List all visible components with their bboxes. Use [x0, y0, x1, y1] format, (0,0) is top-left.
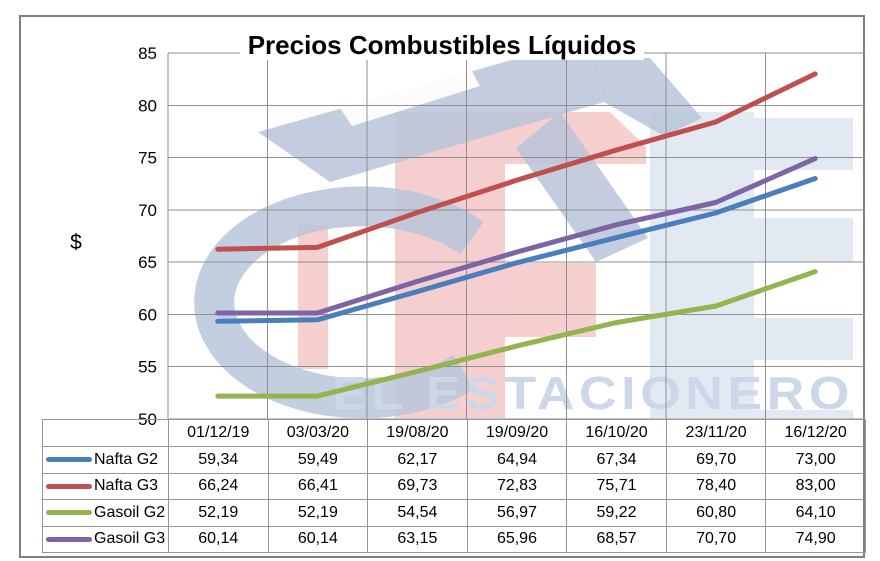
value-cell: 75,71	[566, 472, 667, 500]
date-header-cell: 19/08/20	[367, 419, 468, 447]
legend-cell: Gasoil G3	[42, 525, 169, 553]
date-header-row: 01/12/19 03/03/20 19/08/20 19/09/20 16/10/20…	[42, 419, 866, 447]
table-corner-cell	[42, 419, 169, 447]
y-tick-label: 60	[138, 305, 157, 324]
date-header-cell: 23/11/20	[665, 419, 767, 447]
y-tick-label: 70	[138, 201, 157, 220]
y-axis-title: $	[70, 231, 82, 254]
table-row: Gasoil G2 52,19 52,19 54,54 56,97 59,22 60,80 6…	[42, 499, 866, 527]
y-tick-label: 75	[138, 149, 157, 168]
legend-swatch	[46, 536, 92, 542]
chart-data-table: 01/12/19 03/03/20 19/08/20 19/09/20 16/10/20…	[42, 419, 866, 553]
series-line-nafta-g3	[215, 71, 818, 252]
watermark-nozzle-icon	[194, 52, 702, 418]
value-cell: 83,00	[765, 472, 866, 500]
value-cell: 54,54	[367, 499, 468, 527]
date-header-cell: 03/03/20	[267, 419, 369, 447]
date-header-cell: 19/09/20	[466, 419, 568, 447]
table-row: Nafta G3 66,24 66,41 69,73 72,83 75,71 78,40 83…	[42, 472, 866, 500]
value-cell: 60,80	[665, 499, 767, 527]
value-cell: 64,10	[765, 499, 866, 527]
legend-cell: Nafta G3	[42, 472, 169, 500]
value-cell: 70,70	[665, 525, 767, 553]
date-header-cell: 01/12/19	[168, 419, 269, 447]
value-cell: 68,57	[566, 525, 667, 553]
legend-swatch	[46, 483, 92, 489]
value-cell: 60,14	[267, 525, 369, 553]
legend-label: Gasoil G3	[94, 530, 166, 548]
series-line-nafta-g2	[215, 176, 818, 324]
watermark: EL ESTACIONERO	[194, 52, 854, 419]
value-cell: 66,24	[168, 472, 269, 500]
legend-label: Nafta G3	[94, 477, 159, 495]
value-cell: 64,94	[466, 446, 568, 474]
value-cell: 66,41	[267, 472, 369, 500]
y-tick-label: 55	[138, 358, 157, 377]
date-header-cell: 16/10/20	[566, 419, 667, 447]
date-header-cell: 16/12/20	[765, 419, 866, 447]
table-row: Gasoil G3 60,14 60,14 63,15 65,96 68,57 70,70 7…	[42, 525, 866, 553]
y-tick-label: 80	[138, 96, 157, 115]
value-cell: 59,49	[267, 446, 369, 474]
value-cell: 59,22	[566, 499, 667, 527]
value-cell: 78,40	[665, 472, 767, 500]
value-cell: 52,19	[168, 499, 269, 527]
value-cell: 69,73	[367, 472, 468, 500]
value-cell: 60,14	[168, 525, 269, 553]
value-cell: 72,83	[466, 472, 568, 500]
watermark-text: EL ESTACIONERO	[332, 367, 854, 419]
series-line-gasoil-g2	[215, 269, 818, 399]
value-cell: 59,34	[168, 446, 269, 474]
series-line-gasoil-g3	[215, 156, 818, 316]
legend-label: Nafta G2	[94, 450, 159, 468]
table-row: Nafta G2 59,34 59,49 62,17 64,94 67,34 69,70 73…	[42, 446, 866, 474]
legend-cell: Gasoil G2	[42, 499, 169, 527]
chart-frame	[19, 15, 865, 558]
y-tick-label: 85	[138, 44, 157, 63]
legend-swatch	[46, 510, 92, 516]
legend-swatch	[46, 457, 92, 463]
legend-label: Gasoil G2	[94, 503, 166, 521]
value-cell: 56,97	[466, 499, 568, 527]
y-tick-label: 65	[138, 253, 157, 272]
value-cell: 74,90	[765, 525, 866, 553]
value-cell: 69,70	[665, 446, 767, 474]
value-cell: 67,34	[566, 446, 667, 474]
value-cell: 65,96	[466, 525, 568, 553]
value-cell: 62,17	[367, 446, 468, 474]
value-cell: 73,00	[765, 446, 866, 474]
value-cell: 52,19	[267, 499, 369, 527]
value-cell: 63,15	[367, 525, 468, 553]
legend-cell: Nafta G2	[42, 446, 169, 474]
